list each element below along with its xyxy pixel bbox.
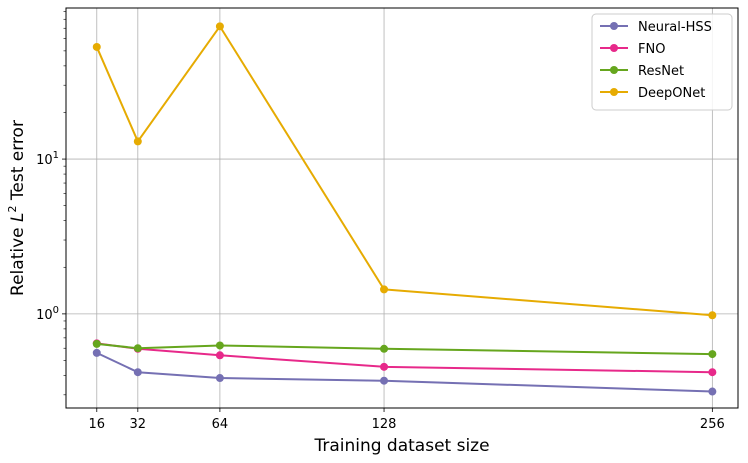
data-point [92,42,101,51]
data-point [133,137,142,146]
legend-box [591,13,733,111]
legend: Neural-HSS FNO ResNet DeepONet [591,13,733,111]
data-point [380,285,389,294]
legend-swatch-marker [610,44,618,52]
y-tick-exponent: 1 [53,150,59,161]
data-point [92,339,101,348]
data-point [380,362,389,371]
legend-item: ResNet [600,64,684,79]
series-deeponet [92,22,717,320]
legend-label: DeepONet [638,86,705,101]
legend-item: Neural-HSS [600,20,712,35]
data-point [708,387,717,396]
y-axis-title-prefix: Relative [8,222,28,296]
y-tick-exponent: 0 [53,305,59,316]
plot-frame [65,7,739,409]
data-point [133,344,142,353]
x-tick-label: 256 [700,417,725,432]
y-tick-label: 100 [36,305,59,323]
data-point [380,344,389,353]
y-tick-label: 101 [36,150,59,168]
data-point [92,348,101,357]
x-tick-label: 32 [130,417,147,432]
x-tick-label: 16 [89,417,106,432]
legend-label: FNO [638,42,665,57]
legend-swatch-marker [610,66,618,74]
x-axis-ticks: 16 32 64 128 256 [89,408,725,432]
x-axis-title: Training dataset size [313,436,489,456]
legend-swatch-marker [610,88,618,96]
series-fno [92,339,717,377]
data-point [215,341,224,350]
x-tick-label: 64 [212,417,229,432]
data-point [708,350,717,359]
series-resnet [92,339,717,359]
data-point [380,376,389,385]
data-point [708,311,717,320]
y-axis-title-exponent: 2 [6,206,19,213]
y-axis-title-variable: L [8,213,28,222]
y-tick-base: 10 [36,153,53,168]
legend-item: DeepONet [600,86,705,101]
legend-item: FNO [600,42,665,57]
series-layer [92,22,717,396]
data-point [215,374,224,383]
data-point [133,368,142,377]
x-tick-label: 128 [372,417,397,432]
series-neural-hss [92,348,717,396]
series-line [96,351,713,393]
data-point [708,368,717,377]
legend-label: ResNet [638,64,684,79]
y-axis-title: Relative L2 Test error [6,120,28,296]
y-axis-title-suffix: Test error [8,120,28,205]
y-tick-base: 10 [36,308,53,323]
series-line [96,342,713,374]
legend-label: Neural-HSS [638,20,712,35]
legend-swatch-marker [610,22,618,30]
data-point [215,22,224,31]
data-point [215,351,224,360]
